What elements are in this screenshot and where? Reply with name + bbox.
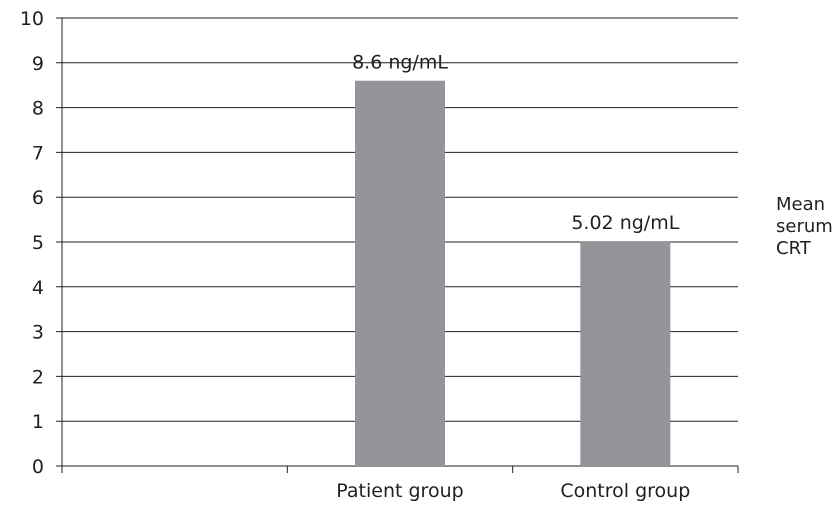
bars	[355, 80, 671, 466]
x-tick-label: Control group	[560, 480, 690, 502]
data-labels: 8.6 ng/mL 5.02 ng/mL	[352, 52, 680, 234]
bar	[580, 241, 671, 466]
x-tick-label: Patient group	[336, 480, 463, 502]
y-tick-label: 8	[32, 98, 44, 120]
y-tick-label: 0	[32, 456, 44, 478]
y-tick-label: 6	[32, 187, 44, 209]
y-tick-labels: 0 1 2 3 4 5 6 7 8 9 10	[20, 8, 44, 478]
legend-label: Mean	[776, 194, 825, 215]
legend-label: serum	[776, 216, 833, 237]
y-tick-label: 7	[32, 142, 44, 164]
y-tick-label: 3	[32, 322, 44, 344]
y-tick-label: 5	[32, 232, 44, 254]
legend-label: CRT	[776, 238, 812, 259]
y-tick-label: 2	[32, 366, 44, 388]
data-label: 5.02 ng/mL	[571, 212, 679, 234]
y-tick-label: 1	[32, 411, 44, 433]
y-tick-label: 10	[20, 8, 44, 30]
bar	[355, 80, 445, 466]
data-label: 8.6 ng/mL	[352, 52, 448, 74]
y-tick-label: 4	[32, 277, 44, 299]
y-tick-label: 9	[32, 53, 44, 75]
x-tick-labels: Patient group Control group	[336, 480, 690, 502]
